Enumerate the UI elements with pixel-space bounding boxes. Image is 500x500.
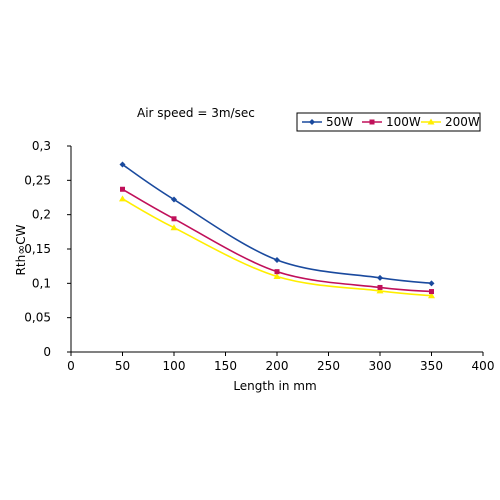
legend: 50W 100W 200W xyxy=(296,112,481,132)
y-tick-label: 0,3 xyxy=(32,139,51,153)
x-axis: 0 50 100 150 200 250 300 350 400 xyxy=(67,351,495,373)
data-point-200w xyxy=(273,272,281,279)
legend-marker-200w xyxy=(427,118,435,125)
data-point-200w xyxy=(119,195,126,202)
data-point-50w xyxy=(377,274,383,281)
legend-marker-100w xyxy=(369,119,375,125)
series-line-50w xyxy=(122,163,432,285)
x-tick-label: 200 xyxy=(266,359,289,373)
y-tick-label: 0,05 xyxy=(24,311,51,325)
series-line-200w xyxy=(122,198,432,297)
x-axis-title: Length in mm xyxy=(233,379,316,393)
data-point-100w xyxy=(429,289,434,295)
data-point-100w xyxy=(171,216,177,222)
data-point-100w xyxy=(377,284,383,290)
legend-label-200w: 200W xyxy=(445,115,480,129)
y-tick-label: 0 xyxy=(43,345,51,359)
x-tick-label: 100 xyxy=(163,359,186,373)
x-tick-label: 250 xyxy=(317,359,340,373)
x-tick-label: 300 xyxy=(369,359,392,373)
data-point-200w xyxy=(428,292,435,299)
data-point-50w xyxy=(428,280,435,287)
y-axis-title: Rth∞CW xyxy=(14,224,28,275)
y-tick-label: 0,1 xyxy=(32,276,51,290)
x-tick-label: 350 xyxy=(420,359,443,373)
data-point-50w xyxy=(119,161,126,168)
series-layer xyxy=(119,161,435,299)
legend-marker-50w xyxy=(309,119,315,125)
legend-label-50w: 50W xyxy=(326,115,353,129)
data-point-200w xyxy=(170,224,178,231)
data-point-50w xyxy=(274,256,280,263)
chart-title: Air speed = 3m/sec xyxy=(137,106,255,120)
data-point-100w xyxy=(120,186,125,192)
legend-box xyxy=(296,112,481,132)
y-axis: 0 0,05 0,1 0,15 0,2 0,25 0,3 xyxy=(24,139,72,359)
legend-label-100w: 100W xyxy=(386,115,421,129)
x-tick-label: 50 xyxy=(115,359,130,373)
data-point-100w xyxy=(274,269,280,275)
y-tick-label: 0,15 xyxy=(24,242,51,256)
y-tick-label: 0,2 xyxy=(32,208,51,222)
y-tick-label: 0,25 xyxy=(24,173,51,187)
x-tick-label: 400 xyxy=(472,359,495,373)
data-point-50w xyxy=(171,196,177,203)
x-tick-label: 0 xyxy=(67,359,75,373)
data-point-200w xyxy=(376,287,384,294)
x-tick-label: 150 xyxy=(214,359,237,373)
